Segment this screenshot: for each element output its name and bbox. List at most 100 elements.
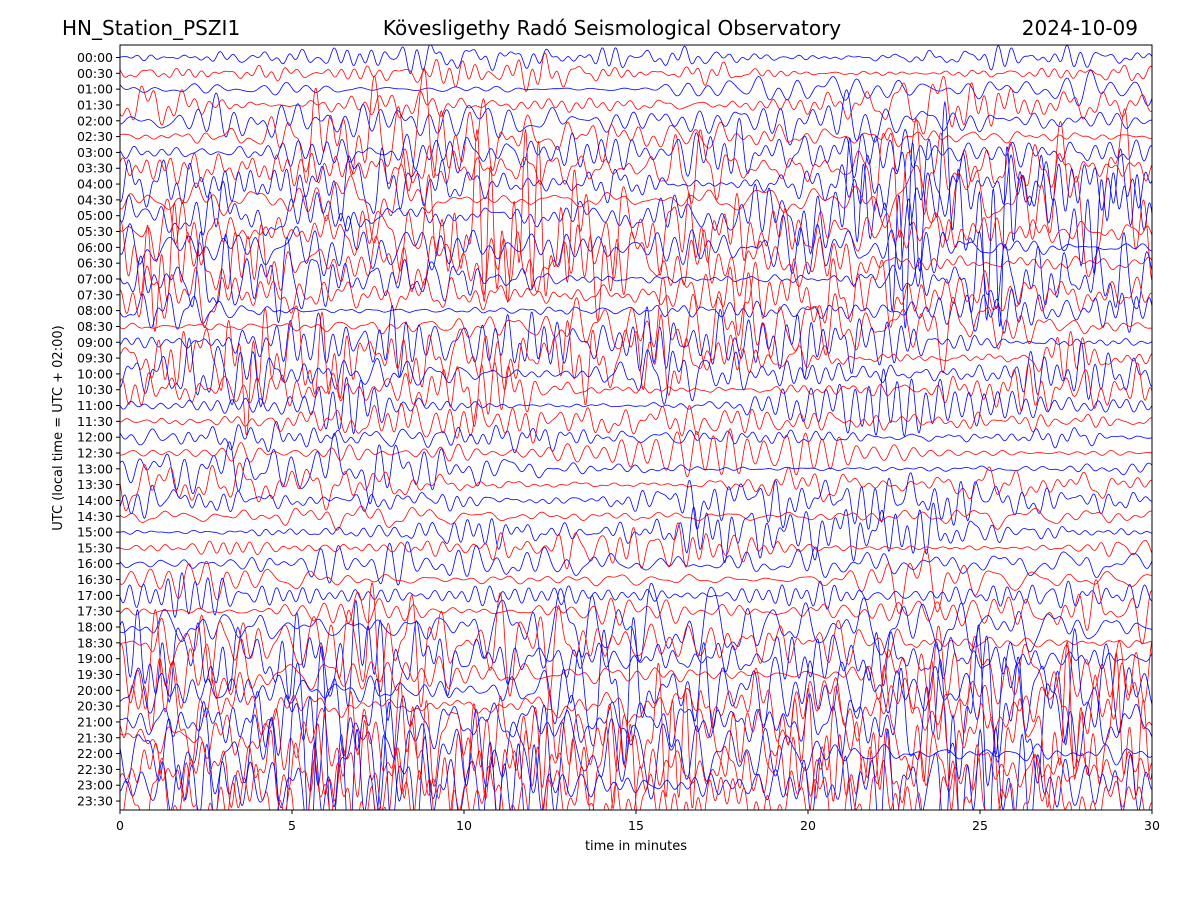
y-tick-label: 07:00 (77, 271, 113, 286)
x-axis: 0 5 10 15 20 25 30 (116, 810, 1160, 833)
y-tick-label: 19:00 (77, 651, 113, 666)
y-tick-label: 03:00 (77, 145, 113, 160)
trace-0430 (120, 108, 1152, 282)
y-tick-label: 05:00 (77, 208, 113, 223)
y-tick-label: 23:30 (77, 794, 113, 809)
trace-0600 (120, 198, 1152, 287)
x-tick-label: 20 (800, 818, 816, 833)
trace-1300 (120, 432, 1152, 505)
y-tick-label: 23:00 (77, 778, 113, 793)
trace-1000 (120, 337, 1152, 408)
y-tick-label: 10:00 (77, 366, 113, 381)
date-title: 2024-10-09 (1022, 16, 1138, 40)
y-tick-label: 17:30 (77, 604, 113, 619)
y-tick-label: 14:30 (77, 509, 113, 524)
y-tick-label: 16:30 (77, 572, 113, 587)
y-tick-label: 00:30 (77, 66, 113, 81)
y-tick-label: 13:00 (77, 461, 113, 476)
trace-0330 (120, 117, 1152, 238)
y-tick-label: 01:30 (77, 97, 113, 112)
y-tick-label: 22:30 (77, 762, 113, 777)
y-tick-label: 14:00 (77, 493, 113, 508)
y-tick-label: 22:00 (77, 746, 113, 761)
x-tick-label: 30 (1144, 818, 1160, 833)
trace-1230 (120, 428, 1152, 478)
y-axis: 00:0000:3001:0001:3002:0002:3003:0003:30… (77, 50, 120, 809)
y-tick-label: 11:00 (77, 398, 113, 413)
y-tick-label: 21:00 (77, 714, 113, 729)
trace-2030 (120, 657, 1152, 769)
trace-0700 (120, 230, 1152, 324)
trace-1330 (120, 462, 1152, 512)
trace-0530 (120, 128, 1152, 303)
y-tick-label: 10:30 (77, 382, 113, 397)
station-title: HN_Station_PSZI1 (62, 16, 240, 40)
trace-1030 (120, 362, 1152, 428)
trace-1600 (120, 541, 1152, 586)
trace-1630 (120, 548, 1152, 615)
y-tick-label: 20:30 (77, 699, 113, 714)
trace-0100 (120, 69, 1152, 107)
trace-0800 (120, 288, 1152, 334)
y-tick-label: 15:30 (77, 540, 113, 555)
trace-0500 (120, 100, 1152, 329)
trace-1930 (120, 608, 1152, 734)
x-axis-label: time in minutes (585, 839, 687, 854)
trace-1400 (120, 472, 1152, 530)
trace-0230 (120, 67, 1152, 192)
x-tick-label: 15 (628, 818, 644, 833)
y-tick-label: 20:00 (77, 683, 113, 698)
trace-0930 (120, 305, 1152, 436)
y-tick-label: 18:30 (77, 635, 113, 650)
y-tick-label: 00:00 (77, 50, 113, 65)
seismic-traces (120, 45, 1152, 810)
x-tick-label: 25 (972, 818, 988, 833)
trace-0730 (120, 258, 1152, 337)
x-tick-label: 5 (288, 818, 296, 833)
trace-1900 (120, 599, 1152, 721)
trace-0030 (120, 52, 1152, 93)
y-tick-label: 02:00 (77, 113, 113, 128)
trace-1130 (120, 399, 1152, 444)
y-tick-label: 15:00 (77, 525, 113, 540)
trace-0130 (120, 75, 1152, 135)
trace-1430 (120, 505, 1152, 531)
y-tick-label: 02:30 (77, 129, 113, 144)
trace-1200 (120, 420, 1152, 454)
trace-1730 (120, 579, 1152, 645)
y-tick-label: 06:00 (77, 240, 113, 255)
y-tick-label: 18:00 (77, 620, 113, 635)
y-tick-label: 09:00 (77, 335, 113, 350)
y-tick-label: 05:30 (77, 224, 113, 239)
x-tick-label: 0 (116, 818, 124, 833)
trace-2200 (120, 645, 1152, 810)
chart-title: Kövesligethy Radó Seismological Observat… (383, 16, 841, 40)
y-tick-label: 19:30 (77, 667, 113, 682)
y-tick-label: 08:00 (77, 303, 113, 318)
y-tick-label: 03:30 (77, 161, 113, 176)
y-tick-label: 12:00 (77, 430, 113, 445)
y-tick-label: 17:00 (77, 588, 113, 603)
y-tick-label: 06:30 (77, 256, 113, 271)
trace-0000 (120, 45, 1152, 75)
y-tick-label: 12:30 (77, 446, 113, 461)
y-tick-label: 08:30 (77, 319, 113, 334)
trace-1100 (120, 368, 1152, 437)
trace-0200 (120, 89, 1152, 146)
trace-1500 (120, 502, 1152, 564)
trace-0900 (120, 304, 1152, 379)
y-tick-label: 13:30 (77, 477, 113, 492)
trace-1830 (120, 581, 1152, 708)
trace-2330 (123, 743, 1152, 810)
y-axis-label: UTC (local time = UTC + 02:00) (51, 325, 66, 530)
x-tick-label: 10 (456, 818, 472, 833)
trace-0300 (120, 117, 1152, 179)
trace-2230 (120, 719, 1152, 810)
y-tick-label: 04:00 (77, 177, 113, 192)
y-tick-label: 16:00 (77, 556, 113, 571)
trace-2130 (120, 641, 1152, 810)
trace-1700 (120, 571, 1152, 618)
y-tick-label: 11:30 (77, 414, 113, 429)
y-tick-label: 01:00 (77, 82, 113, 97)
